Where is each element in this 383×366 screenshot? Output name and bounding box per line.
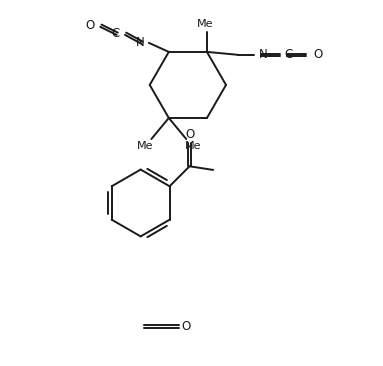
Text: Me: Me [185,141,201,151]
Text: C: C [284,48,292,61]
Text: Me: Me [197,19,213,29]
Text: O: O [313,48,322,61]
Text: O: O [182,320,191,333]
Text: Me: Me [137,141,153,151]
Text: O: O [185,128,194,141]
Text: O: O [85,19,95,32]
Text: C: C [111,27,120,40]
Text: N: N [259,48,267,61]
Text: N: N [136,36,144,49]
